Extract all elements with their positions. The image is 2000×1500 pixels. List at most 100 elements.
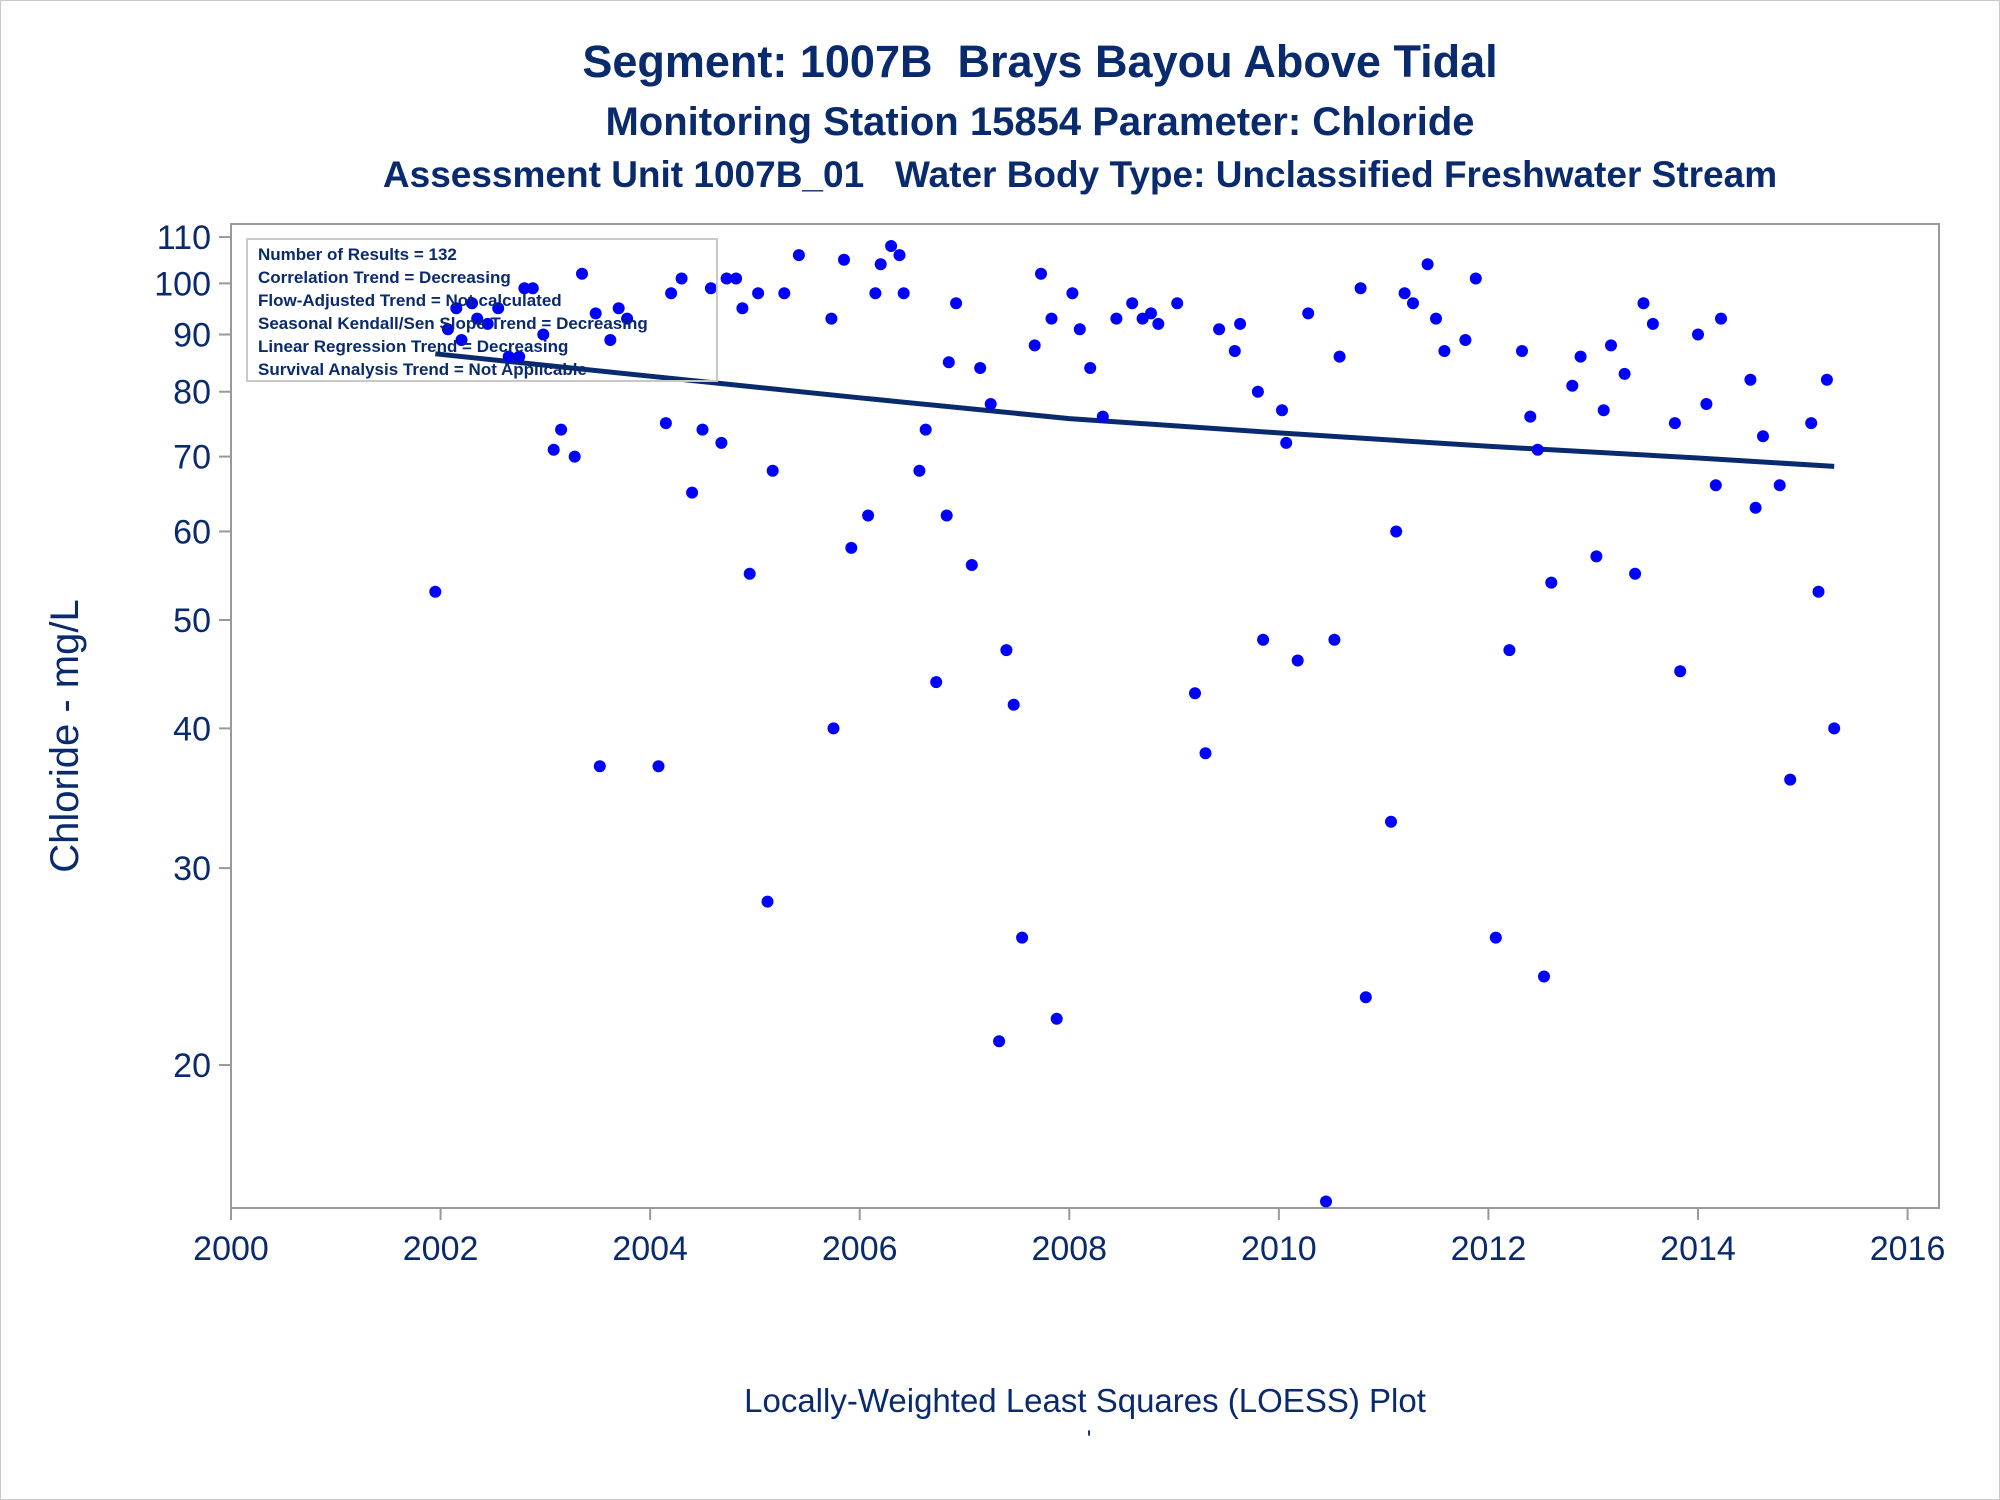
data-point (1531, 443, 1544, 456)
data-point (675, 272, 688, 285)
data-point (1398, 287, 1411, 300)
stats-line: Seasonal Kendall/Sen Slope Trend = Decre… (258, 314, 648, 333)
data-point (1333, 350, 1346, 363)
data-point (604, 334, 617, 346)
stats-line: Number of Results = 132 (258, 245, 457, 264)
data-point (974, 362, 987, 374)
data-point (589, 307, 602, 320)
data-points (429, 240, 1841, 1208)
plot-area (230, 223, 1940, 1209)
y-tick-label: 90 (173, 317, 211, 355)
data-point (1096, 410, 1109, 423)
x-tick-label: 2008 (1031, 1230, 1107, 1268)
chart-title: Segment: 1007B Brays Bayou Above Tidal (582, 36, 1498, 87)
footer-mark: ' (1087, 1426, 1092, 1453)
data-point (704, 282, 717, 295)
data-point (720, 272, 733, 285)
data-point (1276, 404, 1288, 417)
data-point (874, 258, 887, 271)
data-point (1234, 317, 1247, 330)
x-tick-label: 2016 (1870, 1230, 1946, 1268)
data-point (665, 287, 678, 300)
data-point (965, 559, 978, 571)
data-point (736, 302, 749, 315)
data-point (715, 436, 728, 449)
data-point (1692, 328, 1704, 341)
x-tick-label: 2010 (1241, 1230, 1317, 1268)
data-point (471, 312, 484, 325)
data-point (466, 297, 478, 310)
data-point (1073, 323, 1086, 336)
data-point (761, 895, 774, 908)
data-point (778, 287, 791, 300)
data-point (1629, 567, 1642, 580)
chart-subtitle: Monitoring Station 15854 Parameter: Chlo… (605, 100, 1475, 144)
data-point (885, 240, 898, 252)
y-tick-label: 110 (157, 219, 211, 257)
x-tick-label: 2004 (612, 1230, 688, 1268)
data-point (1213, 323, 1226, 336)
data-point (502, 350, 515, 363)
y-tick-label: 100 (154, 265, 211, 303)
data-point (1084, 362, 1097, 374)
data-point (1421, 258, 1434, 271)
data-point (1171, 297, 1184, 310)
data-point (1820, 373, 1833, 386)
data-point (1715, 312, 1727, 325)
data-point (930, 676, 943, 689)
data-point (1489, 931, 1502, 944)
stats-box: Number of Results = 132 Correlation Trend… (246, 238, 718, 382)
data-point (913, 464, 926, 477)
data-point (1228, 345, 1241, 357)
data-point (792, 249, 805, 262)
stats-line: Survival Analysis Trend = Not Applicable (258, 360, 587, 379)
data-point (730, 272, 743, 285)
y-tick-label: 70 (173, 439, 211, 477)
trend-line-path (435, 351, 1835, 469)
y-tick-label: 60 (173, 513, 211, 551)
x-tick-label: 2014 (1660, 1230, 1736, 1268)
data-point (576, 267, 588, 280)
data-point (696, 423, 709, 436)
data-point (1469, 272, 1482, 285)
data-point (942, 356, 955, 369)
data-point (1000, 644, 1013, 657)
data-point (659, 417, 672, 430)
data-point (1646, 317, 1659, 330)
y-tick-label: 40 (173, 710, 211, 748)
y-tick-label: 20 (173, 1047, 211, 1085)
data-point (1574, 350, 1587, 363)
data-point (1291, 654, 1304, 667)
data-point (1016, 931, 1029, 944)
data-point (1674, 665, 1687, 678)
data-point (1035, 267, 1047, 280)
data-point (825, 312, 838, 325)
data-point (1407, 297, 1419, 310)
data-point (526, 282, 539, 295)
data-point (593, 760, 606, 773)
data-point (518, 282, 531, 295)
data-point (1145, 307, 1157, 320)
data-point (984, 398, 997, 410)
data-point (838, 253, 850, 266)
data-point (1812, 585, 1825, 598)
data-point (1302, 307, 1315, 320)
data-point (1152, 317, 1165, 330)
data-point (1566, 379, 1579, 392)
data-point (429, 585, 442, 598)
data-point (450, 302, 463, 315)
data-point (1538, 970, 1550, 983)
chart-subtitle-2: Assessment Unit 1007B_01 Water Body Type… (382, 154, 1778, 195)
data-point (1605, 339, 1617, 352)
data-point (492, 302, 505, 315)
data-point (568, 450, 581, 463)
data-point (993, 1035, 1006, 1048)
stats-line: Correlation Trend = Decreasing (258, 268, 511, 287)
data-point (1257, 633, 1270, 646)
data-point (1828, 722, 1841, 735)
y-axis-label: Chloride - mg/L (43, 599, 87, 872)
data-point (1637, 297, 1650, 310)
data-point (555, 423, 568, 436)
data-point (652, 760, 665, 773)
